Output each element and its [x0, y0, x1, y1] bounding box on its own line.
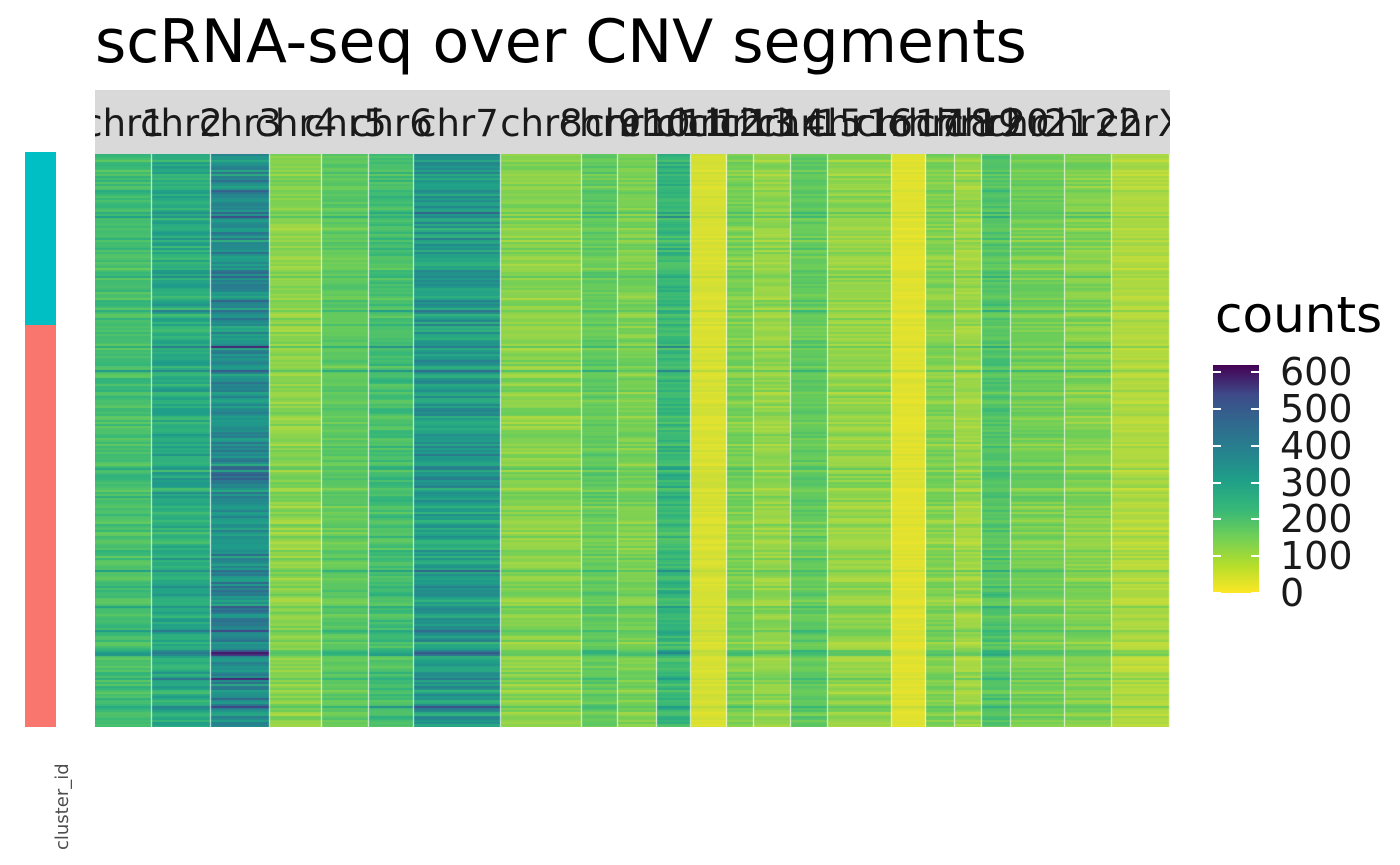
facet-label-chr2: chr2 — [140, 102, 223, 145]
legend-tick-mark — [1213, 555, 1221, 558]
cluster-annotation-bar — [25, 152, 56, 727]
facet-label-chr3: chr3 — [199, 102, 282, 145]
facet-label-chr14: chr14 — [719, 102, 826, 145]
facet-label-chr4: chr4 — [254, 102, 338, 145]
facet-label-chr21: chr21 — [984, 102, 1092, 145]
facet-label-chr7: chr7 — [416, 102, 499, 145]
cluster-annotation-label: cluster_id — [52, 763, 73, 850]
legend-tick-mark — [1251, 408, 1259, 411]
facet-label-chr13: chr13 — [687, 102, 794, 145]
facet-label-chr12: chr12 — [655, 102, 763, 145]
legend-tick-100: 100 — [1280, 534, 1353, 579]
facet-label-chr6: chr6 — [350, 102, 433, 145]
facet-label-chr10: chr10 — [584, 102, 691, 145]
facet-label-chr16: chr16 — [806, 102, 914, 145]
legend-tick-mark — [1213, 518, 1221, 521]
legend-tick-mark — [1251, 592, 1259, 594]
legend-tick-mark — [1251, 481, 1259, 484]
color-legend: counts 0 100 200 300 400 500 600 — [1210, 285, 1400, 615]
legend-tick-400: 400 — [1280, 423, 1353, 468]
facet-label-chr22: chr22 — [1035, 102, 1142, 145]
legend-tick-600: 600 — [1280, 350, 1353, 395]
facet-label-chr19: chr19 — [915, 102, 1022, 145]
legend-tick-mark — [1251, 371, 1259, 374]
legend-tick-mark — [1213, 481, 1221, 484]
cluster-segment-top — [25, 152, 56, 325]
legend-tick-mark — [1213, 592, 1221, 594]
legend-tick-0: 0 — [1280, 571, 1305, 615]
facet-label-chr17: chr17 — [855, 102, 963, 145]
legend-tick-mark — [1251, 444, 1259, 447]
legend-tick-mark — [1213, 444, 1221, 447]
legend-tick-200: 200 — [1280, 497, 1353, 542]
facet-label-chr1: chr1 — [95, 102, 165, 145]
legend-tick-mark — [1251, 555, 1259, 558]
cluster-segment-bottom — [25, 325, 56, 727]
chart-title: scRNA-seq over CNV segments — [95, 7, 1027, 77]
legend-title: counts — [1215, 286, 1383, 344]
legend-tick-mark — [1251, 518, 1259, 521]
legend-tick-300: 300 — [1280, 460, 1353, 505]
facet-strip: chr1chr2chr3chr4chr5chr6chr7chr8chr9chr1… — [95, 90, 1170, 154]
facet-label-chr11: chr11 — [620, 102, 728, 145]
facet-label-chr9: chr9 — [558, 102, 642, 145]
facet-label-chr20: chr20 — [943, 102, 1050, 145]
legend-tick-mark — [1213, 408, 1221, 411]
facet-label-chr8: chr8 — [500, 102, 583, 145]
facet-label-chr15: chr15 — [756, 102, 863, 145]
facet-label-chr5: chr5 — [304, 102, 387, 145]
legend-colorbar — [1213, 365, 1259, 593]
legend-tick-500: 500 — [1280, 387, 1353, 432]
facet-label-chr18: chr18 — [887, 102, 994, 145]
heatmap-cells — [95, 154, 1170, 727]
facet-label-chrX: chrX — [1098, 102, 1170, 145]
legend-tick-mark — [1213, 371, 1221, 374]
